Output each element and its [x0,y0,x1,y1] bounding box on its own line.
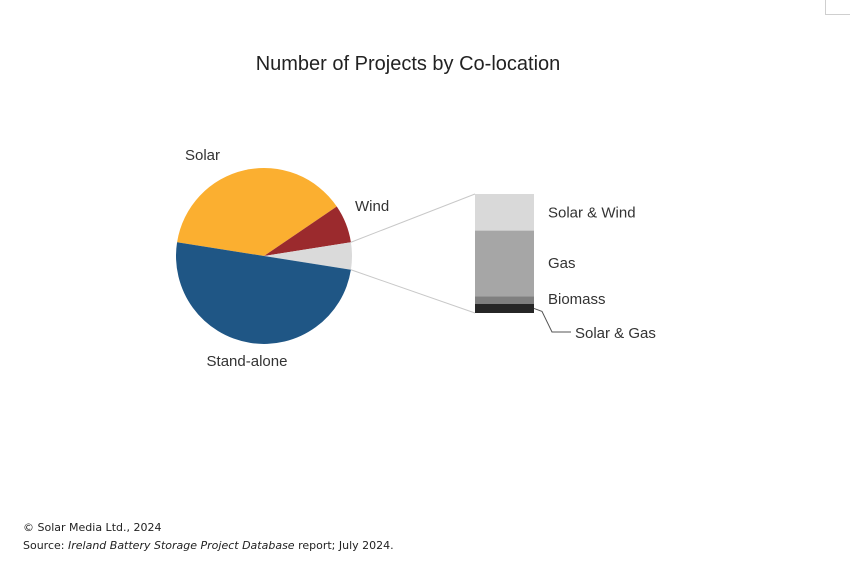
chart-labels: Solar Wind Stand-alone Solar & Wind Gas Bioma… [185,147,656,370]
pie-label-stand-alone: Stand-alone [207,353,288,370]
bar-segment-solar-and-gas [475,303,534,313]
bar-label-gas: Gas [548,255,576,272]
bar-segment-solar-and-wind [475,194,534,231]
corner-frame [825,0,850,15]
connector-line-bottom [350,269,476,314]
source-title: Ireland Battery Storage Project Database [67,539,295,552]
pie-label-solar: Solar [185,147,220,164]
pie [176,168,352,344]
pie-slice-wind [264,206,351,256]
connector-line-top [350,193,476,243]
bar-segment-biomass [475,296,534,304]
source-prefix: Source: [23,539,68,552]
source-suffix: report; July 2024. [294,539,394,552]
bar-segment-gas [475,230,534,297]
pie-slice-stand-alone [176,242,351,344]
source-note: Source: Ireland Battery Storage Project … [23,539,394,552]
bar-label-solar-and-gas: Solar & Gas [575,325,656,342]
breakout-bar [475,194,534,313]
pie-label-wind: Wind [355,198,389,215]
chart-title: Number of Projects by Co-location [256,53,561,75]
pie-slice-solar [177,168,337,256]
bar-label-biomass: Biomass [548,291,606,308]
bar-label-solar-and-wind: Solar & Wind [548,204,636,221]
connector-lines [350,193,476,314]
leader-line-solar-and-gas [533,307,571,333]
pie-slice-other [264,242,352,270]
copyright-note: © Solar Media Ltd., 2024 [23,521,162,534]
